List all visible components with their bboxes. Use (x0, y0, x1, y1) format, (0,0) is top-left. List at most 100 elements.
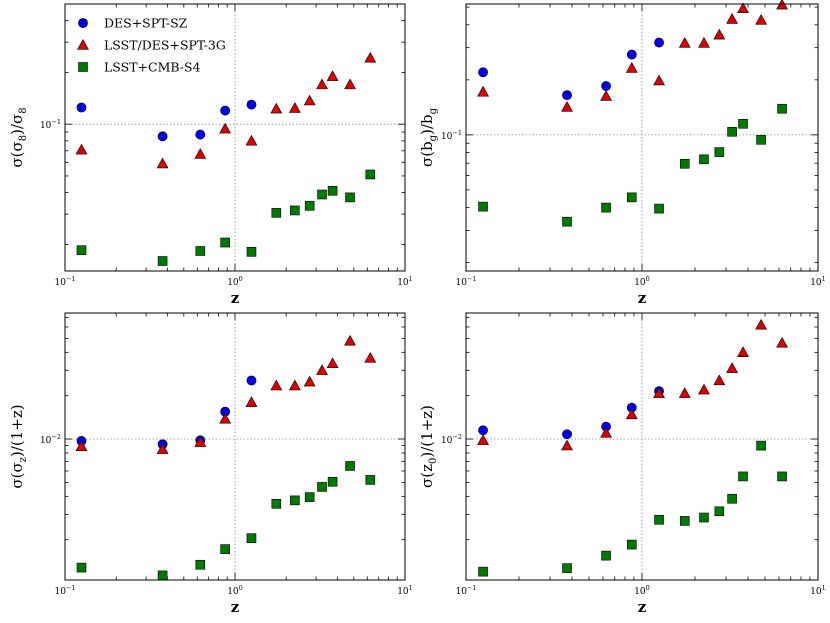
data-point (600, 90, 612, 101)
data-point (714, 147, 725, 157)
data-point (600, 427, 612, 438)
x-tick-label-exp: −1 (467, 584, 477, 592)
x-tick-label-base: 10 (634, 587, 646, 597)
y-axis-label-part: )/b (418, 114, 436, 135)
data-point (290, 205, 300, 216)
x-tick-label: 100 (227, 275, 243, 288)
data-point (776, 336, 788, 348)
y-axis-label: σ(σ8)/σ8 (8, 107, 29, 167)
data-point (626, 539, 637, 550)
y-axis-label-part: g (428, 107, 439, 114)
y-axis-label: σ(z0)/(1+z) (418, 405, 439, 488)
data-point (290, 495, 300, 506)
data-point (713, 374, 726, 386)
data-point (755, 13, 768, 25)
x-tick-label-exp: 0 (646, 584, 650, 592)
x-tick-label-exp: 0 (239, 275, 243, 283)
data-point (562, 563, 572, 573)
legend: DES+SPT-SZ LSST/DES+SPT-3G LSST+CMB-S4 (77, 16, 226, 75)
y-axis-label-part: σ(σ (8, 141, 26, 167)
data-point (365, 475, 376, 485)
data-point (327, 476, 338, 487)
data-point (75, 440, 88, 451)
data-point (288, 102, 301, 113)
data-point (219, 412, 232, 424)
data-point (156, 443, 169, 454)
y-tick-label: 10−1 (40, 118, 61, 131)
y-tick-label: 10−1 (441, 129, 462, 142)
data-point (157, 131, 168, 142)
series-lsst-cmb-s4 (478, 440, 787, 577)
series-des-spt-sz (76, 99, 257, 142)
data-point (626, 49, 637, 60)
y-tick-label: 10−2 (40, 433, 61, 446)
data-point (327, 185, 338, 196)
y-axis-label-part: 0 (428, 458, 439, 464)
data-point (317, 189, 327, 200)
data-point (156, 157, 169, 169)
y-axis-label-part: σ(σ (8, 462, 26, 488)
data-point (246, 533, 257, 543)
data-point (737, 346, 749, 357)
series-lsst-cmb-s4 (478, 103, 787, 227)
data-point (626, 192, 637, 203)
x-tick-label: 101 (397, 275, 413, 288)
plot-frame (465, 3, 819, 272)
data-point (625, 62, 638, 73)
data-point (326, 357, 339, 369)
series-lsst-des-spt-3g (75, 51, 377, 169)
x-tick-label-exp: 0 (646, 275, 650, 283)
x-tick-label: 10−1 (54, 584, 75, 597)
y-tick-label-exp: −1 (452, 129, 462, 137)
x-tick-label-exp: −1 (467, 275, 477, 283)
x-tick-label-base: 10 (227, 278, 239, 288)
data-point (699, 512, 709, 523)
plot-frame (465, 312, 819, 581)
x-tick-label: 100 (634, 275, 650, 288)
x-tick-label: 100 (227, 584, 243, 597)
data-point (76, 562, 87, 573)
data-point (561, 439, 573, 451)
data-point (345, 192, 355, 203)
data-point (194, 436, 207, 447)
plot-frame (64, 312, 406, 581)
data-point (653, 387, 665, 398)
data-point (288, 379, 301, 391)
data-point (756, 440, 766, 451)
series-lsst-cmb-s4 (76, 461, 376, 581)
data-point (219, 122, 232, 134)
y-axis-label-part: 8 (18, 135, 29, 141)
y-tick-label-base: 10 (40, 121, 52, 131)
y-tick-label: 10−2 (441, 433, 462, 446)
data-point (245, 396, 258, 407)
x-axis-label: z (231, 289, 240, 307)
data-point (776, 0, 788, 10)
data-point (561, 101, 573, 112)
x-tick-label-base: 10 (810, 587, 822, 597)
data-point (756, 134, 766, 145)
x-tick-label-base: 10 (54, 587, 66, 597)
data-point (777, 471, 787, 482)
y-tick-label-base: 10 (40, 436, 52, 446)
x-tick-label-base: 10 (54, 278, 66, 288)
legend-marker (78, 18, 88, 28)
data-point (727, 126, 737, 137)
x-tick-label: 100 (634, 584, 650, 597)
x-tick-label-exp: 1 (822, 275, 826, 283)
data-point (316, 364, 328, 375)
data-point (220, 105, 231, 116)
data-point (678, 37, 691, 48)
legend-marker (77, 38, 89, 50)
data-point (698, 37, 710, 48)
data-point (625, 408, 638, 420)
data-point (653, 74, 665, 86)
y-axis-label-part: 8 (18, 107, 29, 113)
x-tick-label-base: 10 (397, 587, 409, 597)
data-point (726, 13, 739, 24)
data-point (270, 102, 283, 114)
x-tick-label: 101 (810, 584, 826, 597)
y-axis-label-part: g (428, 134, 439, 141)
x-tick-label-base: 10 (455, 587, 467, 597)
